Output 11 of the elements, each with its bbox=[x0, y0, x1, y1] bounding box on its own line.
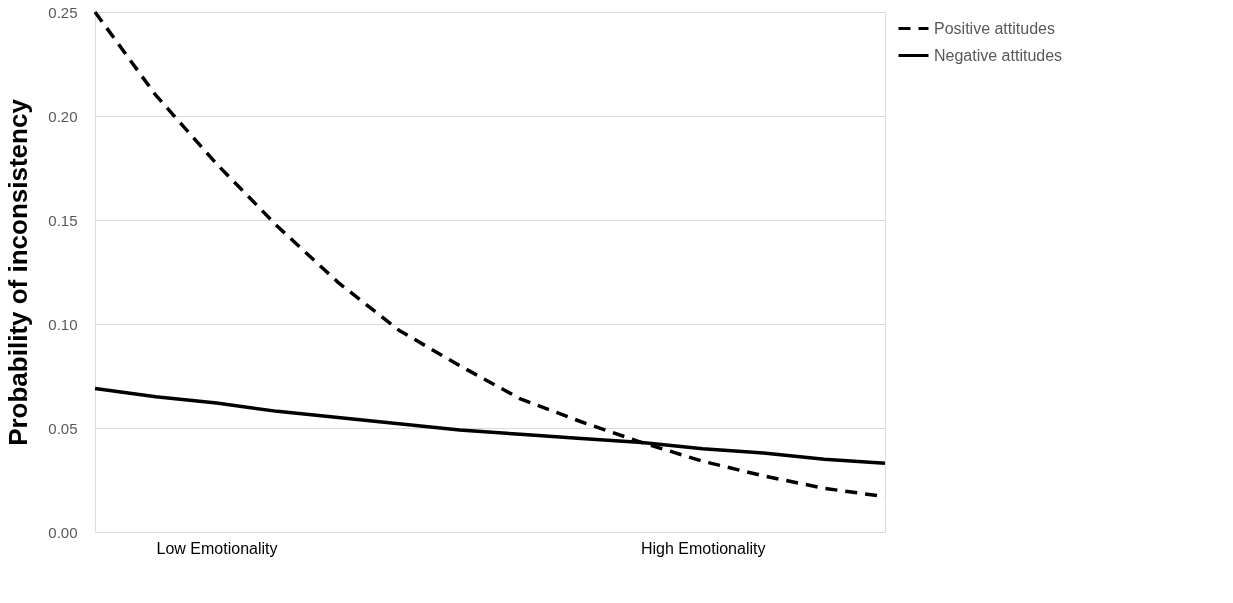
y-tick-label: 0.10 bbox=[48, 315, 78, 333]
x-tick-label: Low Emotionality bbox=[156, 539, 278, 557]
y-tick-label: 0.05 bbox=[48, 419, 78, 437]
y-tick-label: 0.20 bbox=[48, 107, 78, 125]
legend-label: Negative attitudes bbox=[934, 46, 1063, 64]
y-axis-title: Probability of inconsistency bbox=[3, 98, 34, 446]
y-tick-label: 0.00 bbox=[48, 523, 78, 541]
y-tick-label: 0.15 bbox=[48, 211, 78, 229]
legend-label: Positive attitudes bbox=[934, 19, 1055, 37]
y-tick-label: 0.25 bbox=[48, 3, 78, 21]
x-tick-label: High Emotionality bbox=[640, 539, 766, 557]
